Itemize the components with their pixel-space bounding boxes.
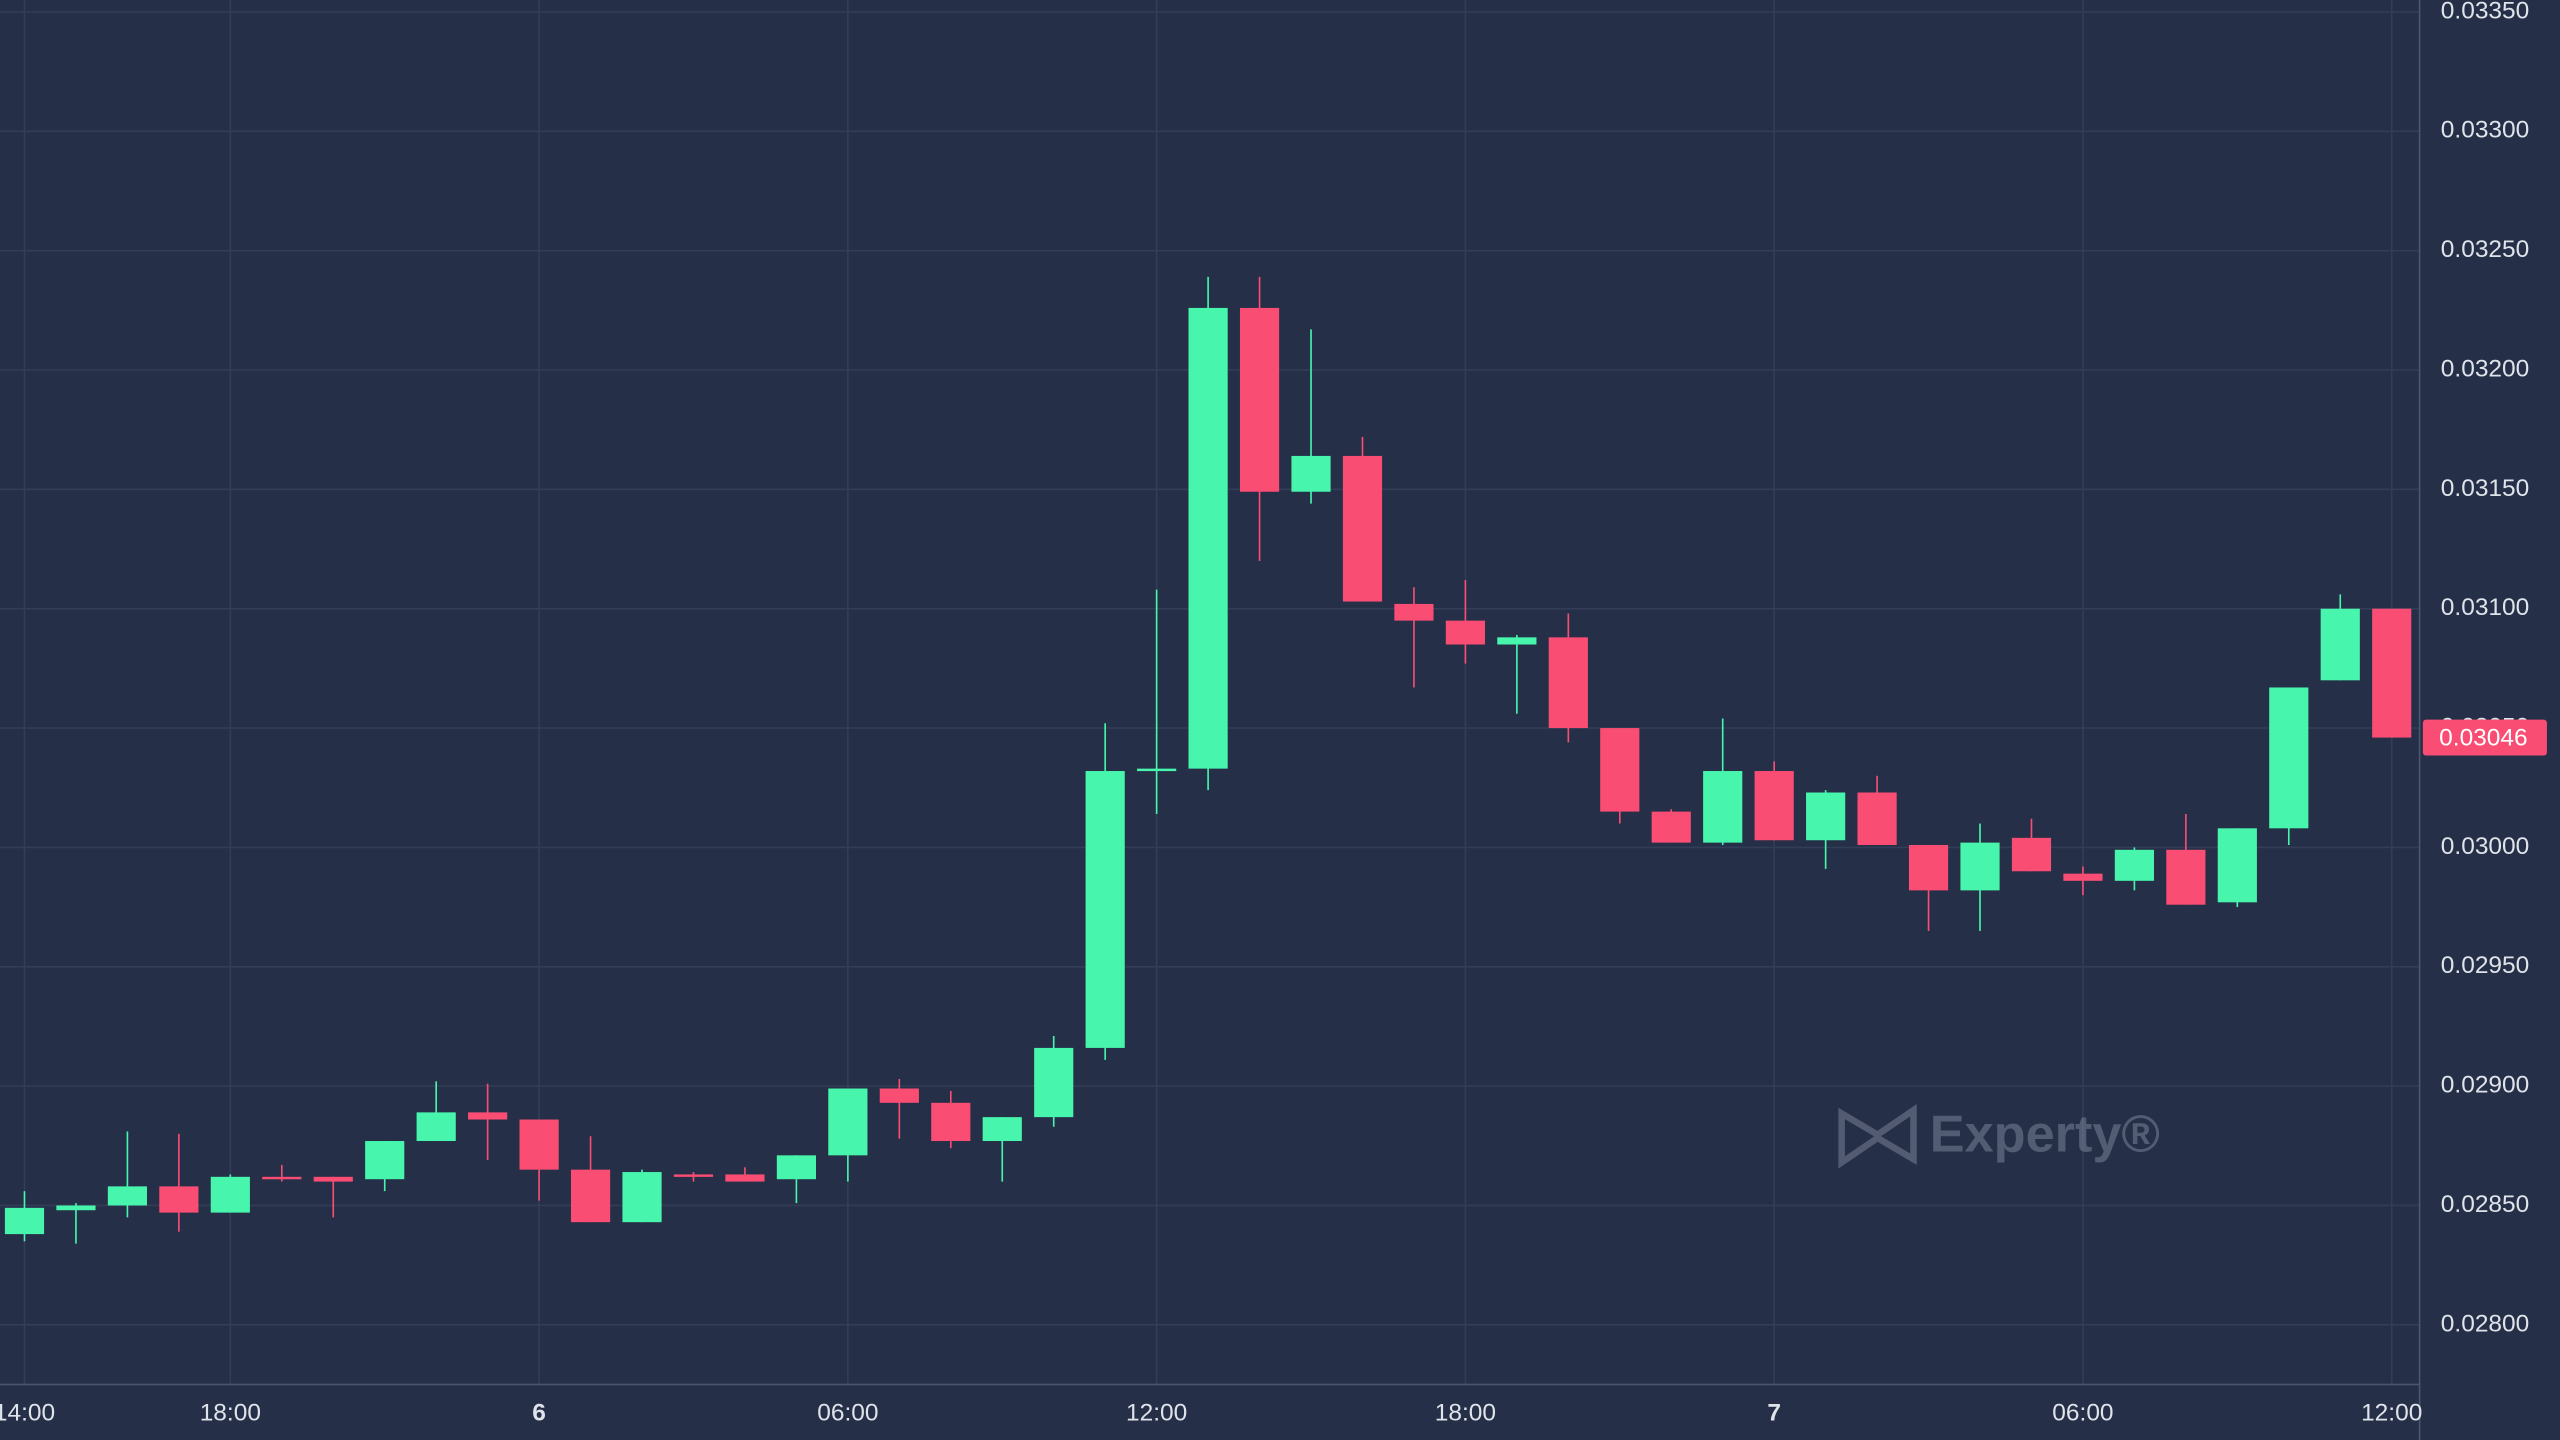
y-tick-label: 0.02800 [2441, 1310, 2529, 1337]
candle-body [982, 1117, 1022, 1142]
y-tick-label: 0.03250 [2441, 236, 2529, 263]
candle-body [1034, 1047, 1074, 1118]
y-tick-label: 0.03000 [2441, 833, 2529, 860]
candle-body [1497, 637, 1537, 645]
x-tick-label: 12:00 [1126, 1399, 1187, 1426]
x-tick-label: 18:00 [200, 1399, 261, 1426]
x-tick-label: 6 [532, 1399, 546, 1426]
candle-body [1137, 768, 1177, 772]
y-tick-label: 0.03350 [2441, 0, 2529, 24]
candle-body [468, 1112, 508, 1120]
candle-body [1600, 728, 1640, 812]
y-tick-label: 0.02950 [2441, 952, 2529, 979]
y-tick-label: 0.03100 [2441, 594, 2529, 621]
y-tick-label: 0.02850 [2441, 1191, 2529, 1218]
candle-body [1239, 307, 1280, 492]
candle-body [2372, 608, 2412, 738]
candle-body [1291, 455, 1331, 492]
candle-body [2011, 837, 2052, 872]
candle-body [570, 1169, 611, 1223]
candle-body [673, 1174, 714, 1177]
candle-body [1754, 771, 1794, 841]
watermark-text: Experty® [1930, 1106, 2160, 1164]
x-tick-label: 7 [1767, 1399, 1781, 1426]
candle-body [2269, 687, 2309, 829]
watermark-logo [1838, 1104, 1917, 1169]
candle-body [210, 1176, 250, 1213]
candle-body [725, 1174, 765, 1182]
candle-body [931, 1102, 971, 1142]
x-tick-label: 12:00 [2361, 1399, 2422, 1426]
candle-body [1188, 307, 1228, 769]
candle-body [1960, 842, 2000, 891]
candle-body [365, 1141, 405, 1180]
candle-body [56, 1205, 96, 1211]
candle-body [1085, 771, 1125, 1048]
candle-body [1548, 637, 1588, 729]
candle-body [1806, 792, 1846, 841]
candle-body [1394, 603, 1434, 621]
candle-body [1908, 845, 1949, 891]
candle-body [828, 1088, 868, 1156]
candle-body [1445, 620, 1485, 645]
candle-body [2166, 849, 2206, 905]
candle-body [519, 1119, 559, 1170]
x-tick-label: 14:00 [0, 1399, 55, 1426]
y-tick-label: 0.03150 [2441, 475, 2529, 502]
last-price-label: 0.03046 [2439, 725, 2527, 752]
candle-body [776, 1155, 816, 1180]
y-tick-label: 0.03300 [2441, 117, 2529, 144]
candle-body [1703, 771, 1743, 843]
candle-body [1857, 792, 1897, 846]
candle-body [2114, 849, 2154, 881]
candle-body [107, 1186, 148, 1206]
candle-body [262, 1176, 302, 1180]
candle-body [879, 1088, 919, 1103]
candle-body [2063, 873, 2103, 881]
y-tick-label: 0.03200 [2441, 355, 2529, 382]
x-tick-label: 06:00 [817, 1399, 878, 1426]
candle-body [1651, 811, 1691, 843]
y-tick-label: 0.02900 [2441, 1072, 2529, 1099]
candle-body [416, 1112, 456, 1142]
candle-body [159, 1186, 199, 1213]
candles [4, 276, 2412, 1244]
candle-body [2217, 828, 2257, 903]
x-tick-label: 06:00 [2052, 1399, 2113, 1426]
candle-body [2320, 608, 2360, 681]
candle-body [313, 1176, 353, 1182]
candle-body [1342, 455, 1383, 602]
candle-body [622, 1172, 662, 1223]
last-price-box [2422, 719, 2547, 756]
x-tick-label: 18:00 [1435, 1399, 1496, 1426]
watermark: Experty® [1838, 1104, 2160, 1169]
candle-body [4, 1207, 45, 1235]
